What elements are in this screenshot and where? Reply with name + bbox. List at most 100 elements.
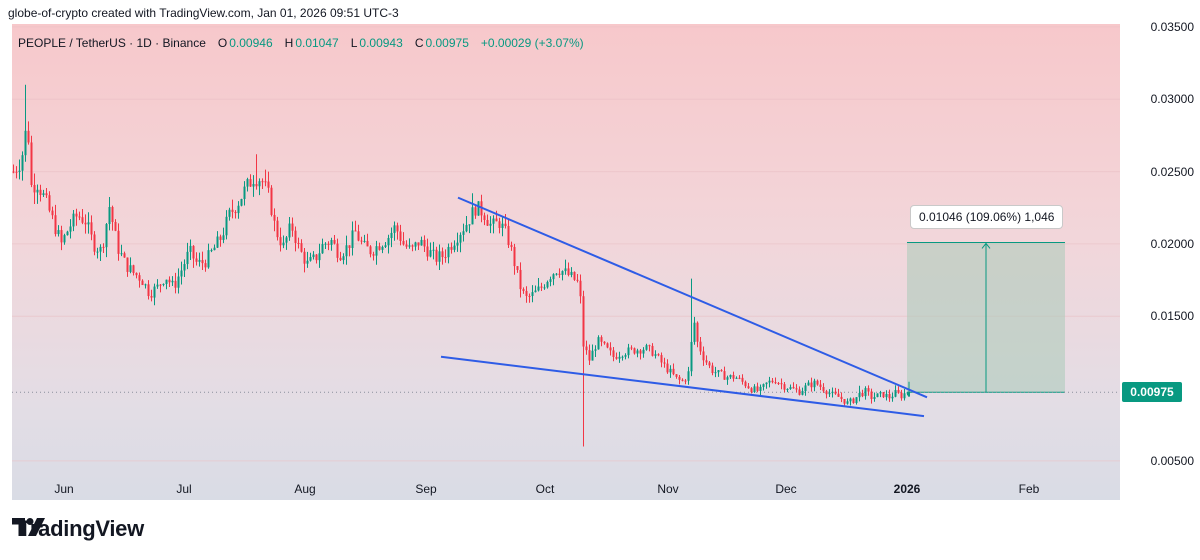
candle-body bbox=[84, 222, 87, 225]
candle-body bbox=[300, 243, 303, 252]
candle-body bbox=[393, 225, 396, 233]
candle-body bbox=[579, 280, 582, 297]
candle-body bbox=[690, 341, 693, 372]
candle-body bbox=[528, 295, 531, 297]
candle-body bbox=[531, 292, 534, 296]
candle-body bbox=[423, 239, 426, 247]
legend-low: 0.00943 bbox=[359, 36, 403, 50]
candle-body bbox=[21, 155, 24, 171]
candle-body bbox=[285, 237, 288, 243]
candle-body bbox=[864, 388, 867, 397]
candle-body bbox=[15, 171, 18, 173]
candle-body bbox=[381, 246, 384, 250]
candle-body bbox=[774, 382, 777, 384]
candle-body bbox=[525, 290, 528, 296]
candle-body bbox=[834, 391, 837, 394]
candle-body bbox=[588, 350, 591, 361]
candle-body bbox=[819, 384, 822, 387]
candle-body bbox=[576, 279, 579, 281]
tradingview-logo[interactable]: TradingView bbox=[12, 516, 144, 542]
price-tick-label: 0.03500 bbox=[1150, 19, 1194, 34]
candle-body bbox=[60, 230, 63, 243]
candle-body bbox=[135, 272, 138, 276]
candle-body bbox=[246, 179, 249, 187]
candle-body bbox=[885, 393, 888, 398]
candle-body bbox=[168, 279, 171, 283]
candle-body bbox=[165, 279, 168, 284]
candle-body bbox=[291, 223, 294, 231]
candle-body bbox=[216, 236, 219, 248]
candle-body bbox=[72, 213, 75, 227]
candle-body bbox=[345, 245, 348, 257]
candle-body bbox=[906, 392, 909, 394]
candle-body bbox=[636, 350, 639, 354]
candle-body bbox=[897, 389, 900, 393]
candle-body bbox=[144, 284, 147, 286]
candle-body bbox=[108, 207, 111, 225]
time-tick-label: Jul bbox=[176, 482, 192, 496]
candle-body bbox=[908, 392, 910, 397]
candle-body bbox=[252, 183, 255, 187]
price-chart[interactable] bbox=[12, 24, 1120, 500]
candle-body bbox=[372, 254, 375, 256]
candle-body bbox=[387, 237, 390, 246]
candle-body bbox=[669, 368, 672, 373]
candle-body bbox=[312, 254, 315, 258]
candle-body bbox=[147, 284, 150, 297]
candle-body bbox=[711, 365, 714, 373]
candle-body bbox=[498, 221, 501, 228]
candle-body bbox=[303, 251, 306, 264]
candle-body bbox=[780, 383, 783, 385]
candle-body bbox=[231, 209, 234, 212]
candle-body bbox=[546, 281, 549, 288]
candle-body bbox=[801, 391, 804, 395]
candle-body bbox=[879, 392, 882, 394]
candle-body bbox=[585, 346, 588, 351]
candle-body bbox=[843, 398, 846, 404]
candle-body bbox=[342, 256, 345, 261]
price-axis[interactable]: 0.00500 0.01500 0.02000 0.02500 0.03000 0.035… bbox=[1120, 20, 1200, 500]
candle-body bbox=[747, 386, 750, 389]
candle-body bbox=[105, 224, 108, 248]
candle-body bbox=[522, 289, 525, 291]
candle-body bbox=[186, 251, 189, 265]
chart-area[interactable] bbox=[12, 24, 1120, 500]
candle-body bbox=[852, 398, 855, 404]
candle-body bbox=[873, 397, 876, 399]
candle-body bbox=[255, 183, 258, 187]
candle-body bbox=[903, 393, 906, 399]
chart-credit: globe-of-crypto created with TradingView… bbox=[8, 6, 399, 20]
candle-body bbox=[492, 218, 495, 224]
candle-body bbox=[78, 216, 81, 218]
candle-body bbox=[831, 391, 834, 394]
candle-body bbox=[615, 357, 618, 359]
legend-symbol: PEOPLE / TetherUS · 1D · Binance bbox=[18, 36, 206, 50]
candle-body bbox=[249, 179, 252, 187]
candle-body bbox=[174, 280, 177, 288]
candle-body bbox=[36, 189, 39, 193]
candle-body bbox=[606, 343, 609, 348]
candle-body bbox=[837, 393, 840, 397]
candle-body bbox=[210, 250, 213, 252]
candle-body bbox=[81, 217, 84, 223]
candle-body bbox=[378, 246, 381, 250]
candle-body bbox=[45, 193, 48, 196]
candle-body bbox=[798, 389, 801, 395]
candle-body bbox=[630, 347, 633, 349]
candle-body bbox=[321, 244, 324, 254]
candle-body bbox=[861, 393, 864, 397]
candle-body bbox=[750, 388, 753, 393]
candle-body bbox=[42, 193, 45, 196]
candle-body bbox=[822, 386, 825, 392]
candle-body bbox=[363, 240, 366, 242]
candle-body bbox=[513, 246, 516, 267]
candle-body bbox=[297, 242, 300, 244]
candle-body bbox=[12, 171, 15, 173]
candle-body bbox=[603, 341, 606, 344]
candle-body bbox=[408, 245, 411, 247]
candle-body bbox=[453, 245, 456, 250]
candle-body bbox=[219, 236, 222, 240]
candle-body bbox=[849, 398, 852, 402]
legend-close: 0.00975 bbox=[425, 36, 469, 50]
candle-body bbox=[96, 251, 99, 253]
